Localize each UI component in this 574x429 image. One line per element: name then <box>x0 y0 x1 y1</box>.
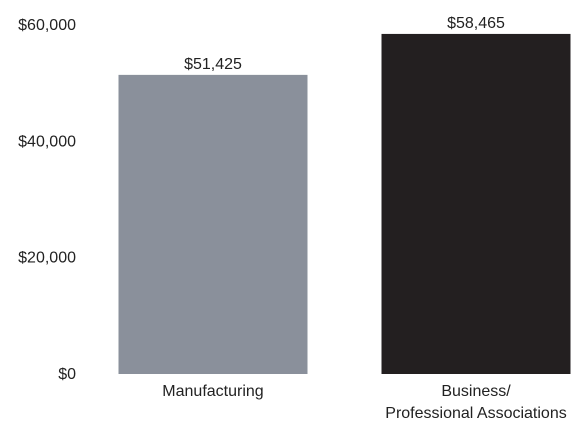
y-tick-label: $0 <box>58 366 76 383</box>
category-labels: Manufacturing Business/Professional Assoc… <box>162 383 566 422</box>
category-label-1-line-1: Professional Associations <box>385 405 566 422</box>
y-tick-label: $40,000 <box>18 133 76 150</box>
y-axis-ticks: $0 $20,000 $40,000 $60,000 <box>18 17 76 383</box>
data-labels: $51,425 $58,465 <box>184 15 505 73</box>
data-label-1: $58,465 <box>447 15 505 32</box>
y-tick-label: $60,000 <box>18 17 76 34</box>
data-label-0: $51,425 <box>184 56 242 73</box>
category-label-0-line-0: Manufacturing <box>162 383 263 400</box>
y-tick-label: $20,000 <box>18 250 76 267</box>
bar-1 <box>381 33 571 374</box>
bars <box>118 33 571 374</box>
category-label-1-line-0: Business/ <box>441 383 511 400</box>
bar-0 <box>118 74 308 374</box>
